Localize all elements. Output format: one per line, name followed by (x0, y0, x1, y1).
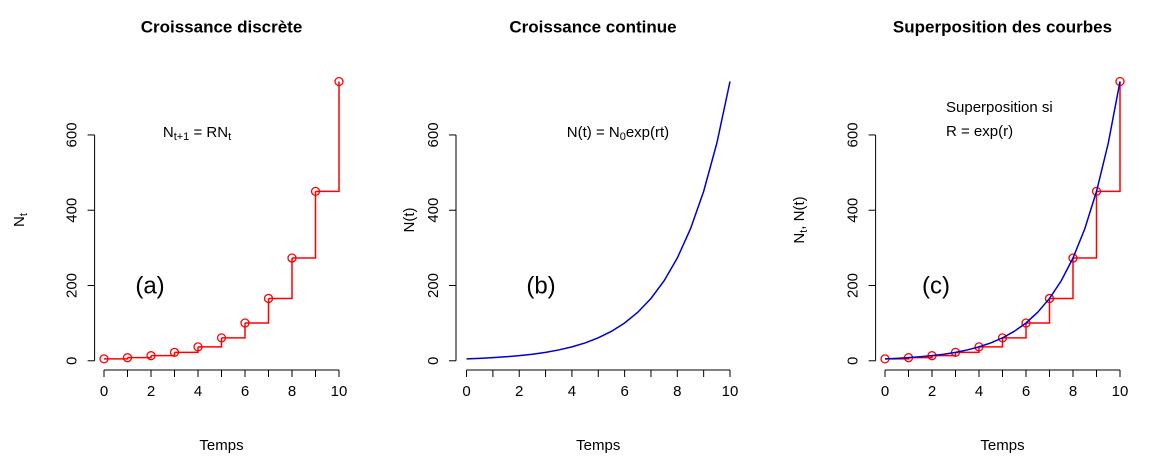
point (287, 253, 297, 263)
point (99, 354, 109, 364)
panel: Croissance continue Temps N(t) 0 2 4 6 8 10 0 200 4… (401, 17, 738, 453)
text-part: N (11, 216, 28, 227)
subscript: t (798, 230, 810, 233)
x-tick-label: 8 (673, 383, 681, 400)
x-tick-label: 2 (928, 383, 936, 400)
curve (884, 81, 1121, 360)
point (240, 318, 250, 328)
equation: N(t) = N0exp(rt) (567, 124, 669, 143)
point (310, 186, 321, 197)
y-axis-label: N(t) (401, 208, 418, 233)
subscript: 0 (620, 131, 626, 143)
panel-label: (b) (526, 272, 555, 299)
y-tick-label: 0 (64, 357, 81, 365)
note: Superposition si (946, 99, 1053, 116)
y-tick-label: 200 (425, 273, 442, 298)
step-segment (174, 346, 199, 354)
step-segment (1049, 258, 1074, 300)
y-tick-label: 400 (425, 198, 442, 223)
equation: Nt+1 = RNt (163, 124, 231, 143)
x-tick-label: 10 (1112, 383, 1129, 400)
text-part: exp(rt) (626, 124, 669, 141)
step-segment (1073, 191, 1098, 259)
subscript: t+1 (174, 131, 190, 143)
y-tick-label: 200 (845, 273, 862, 298)
step-segment (221, 322, 246, 339)
step-segment (268, 258, 293, 300)
y-tick-label: 0 (845, 357, 862, 365)
point (1068, 253, 1078, 263)
text-part: N(t) = N (567, 124, 620, 141)
point (122, 353, 133, 363)
panel: Superposition des courbes Temps Nt, N(t) 0 2… (791, 17, 1128, 453)
panel-title: Superposition des courbes (893, 17, 1112, 36)
x-tick-label: 10 (722, 383, 739, 400)
x-tick-label: 8 (288, 383, 296, 400)
step-segment (315, 81, 340, 193)
y-axis-label: Nt, N(t) (791, 196, 810, 243)
y-tick-label: 0 (425, 357, 442, 365)
text-part: N (791, 233, 808, 244)
step-segment (979, 337, 1004, 348)
point (146, 351, 156, 361)
x-axis-label: Temps (199, 437, 243, 454)
text-part: , N(t) (791, 196, 808, 229)
x-tick-label: 4 (568, 383, 576, 400)
point (216, 333, 227, 343)
step-segment (292, 191, 317, 259)
y-tick-label: 600 (845, 122, 862, 147)
point (169, 347, 180, 357)
x-tick-label: 6 (241, 383, 249, 400)
x-tick-label: 0 (100, 383, 108, 400)
step-segment (151, 352, 176, 357)
x-axis-label: Temps (980, 437, 1024, 454)
subscript: t (228, 131, 231, 143)
x-tick-label: 0 (881, 383, 889, 400)
step-segment (955, 346, 980, 354)
subscript: t (18, 213, 30, 216)
step-segment (1002, 322, 1027, 339)
panel: Croissance discrète Temps Nt 0 2 4 6 8 10 0 200 400… (11, 17, 347, 453)
x-tick-label: 6 (1022, 383, 1030, 400)
point (997, 333, 1008, 343)
y-tick-label: 400 (845, 198, 862, 223)
y-tick-label: 600 (425, 122, 442, 147)
panel-label: (a) (135, 272, 164, 299)
step-segment (198, 337, 223, 348)
x-axis-label: Temps (576, 437, 620, 454)
step-segment (1026, 298, 1051, 324)
point (263, 293, 274, 304)
panel-title: Croissance continue (509, 17, 676, 36)
note: R = exp(r) (946, 123, 1013, 140)
text-part: = RN (189, 124, 228, 141)
text-part: N(t) (401, 208, 418, 233)
x-tick-label: 4 (975, 383, 983, 400)
point (334, 76, 344, 87)
x-tick-label: 4 (194, 383, 202, 400)
panel-label: (c) (922, 272, 950, 299)
point (1091, 186, 1102, 197)
step-segment (1096, 81, 1121, 193)
point (1044, 293, 1055, 304)
x-tick-label: 2 (147, 383, 155, 400)
point (974, 342, 984, 352)
point (1021, 318, 1031, 328)
x-tick-label: 10 (331, 383, 348, 400)
curve (466, 81, 731, 360)
x-tick-label: 2 (515, 383, 523, 400)
step-segment (245, 298, 270, 324)
step-segment (932, 352, 957, 357)
point (193, 342, 203, 352)
panel-title: Croissance discrète (141, 17, 303, 36)
y-tick-label: 600 (64, 122, 81, 147)
x-tick-label: 6 (620, 383, 628, 400)
x-tick-label: 0 (462, 383, 470, 400)
y-axis-label: Nt (11, 213, 30, 227)
text-part: N (163, 124, 174, 141)
x-tick-label: 8 (1069, 383, 1077, 400)
y-tick-label: 200 (64, 273, 81, 298)
y-tick-label: 400 (64, 198, 81, 223)
